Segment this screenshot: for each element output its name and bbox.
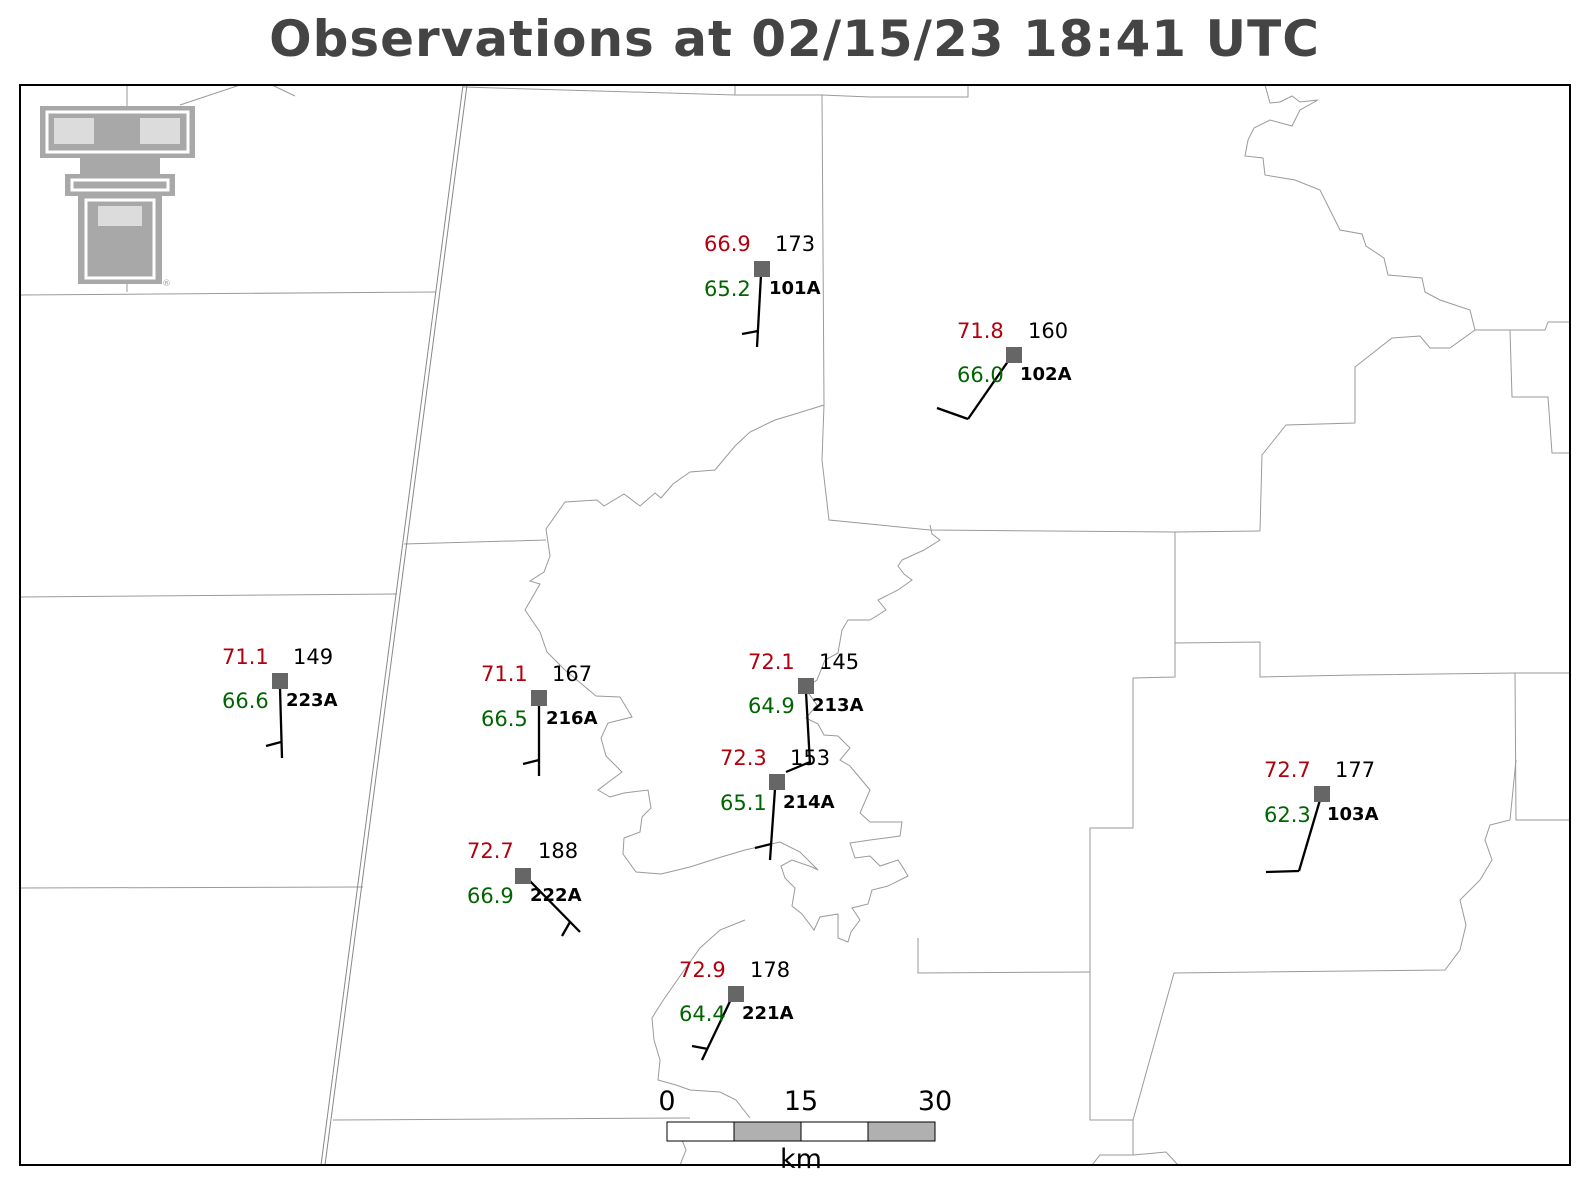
logo-registered-mark: ®: [162, 279, 171, 289]
station-plot-102A: 71.8 160 66.0 102A: [936, 319, 1072, 421]
station-pressure-213A: 145: [819, 650, 859, 674]
station-dewpoint-216A: 66.5: [481, 707, 528, 731]
wind-barb-216A: [522, 705, 541, 776]
scale-label-0: 0: [658, 1086, 675, 1117]
station-pressure-103A: 177: [1335, 758, 1375, 782]
station-pressure-102A: 160: [1028, 319, 1068, 343]
station-plot-222A: 72.7 188 66.9 222A: [467, 839, 582, 937]
station-temp-221A: 72.9: [679, 958, 726, 982]
station-temp-102A: 71.8: [957, 319, 1004, 343]
scale-segment-1: [666, 1121, 735, 1142]
station-id-213A: 213A: [812, 695, 864, 716]
station-id-101A: 101A: [769, 278, 821, 299]
station-marker-101A: [754, 261, 770, 277]
station-plot-221A: 72.9 178 64.4 221A: [679, 958, 794, 1061]
wind-barb-213A: [785, 691, 812, 774]
station-pressure-216A: 167: [552, 662, 592, 686]
station-id-102A: 102A: [1020, 364, 1072, 385]
map-frame: [19, 84, 1571, 1166]
scale-label-30: 30: [918, 1086, 952, 1117]
station-temp-216A: 71.1: [481, 662, 528, 686]
station-pressure-214A: 153: [790, 746, 830, 770]
station-dewpoint-222A: 66.9: [467, 884, 514, 908]
station-id-222A: 222A: [530, 885, 582, 906]
station-plot-101A: 66.9 173 65.2 101A: [704, 232, 821, 348]
scale-label-15: 15: [784, 1086, 818, 1117]
scale-unit: km: [780, 1144, 822, 1175]
double-t-logo-icon: ®: [40, 106, 195, 289]
station-marker-103A: [1314, 786, 1330, 802]
wind-barb-101A: [741, 274, 763, 348]
station-pressure-101A: 173: [775, 232, 815, 256]
wind-barb-102A: [936, 356, 1012, 421]
station-dewpoint-221A: 64.4: [679, 1002, 726, 1026]
wind-barb-221A: [691, 992, 736, 1061]
scale-segment-2: [733, 1121, 802, 1142]
scale-segment-3: [800, 1121, 869, 1142]
station-marker-223A: [272, 673, 288, 689]
wind-barb-223A: [265, 687, 284, 759]
station-id-221A: 221A: [742, 1003, 794, 1024]
station-plot-223A: 71.1 149 66.6 223A: [222, 645, 338, 759]
station-marker-102A: [1006, 347, 1022, 363]
scale-segment-4: [867, 1121, 936, 1142]
station-marker-222A: [515, 868, 531, 884]
map-title: Observations at 02/15/23 18:41 UTC: [269, 10, 1320, 68]
station-dewpoint-103A: 62.3: [1264, 803, 1311, 827]
station-dewpoint-223A: 66.6: [222, 689, 269, 713]
scale-bar: 0 15 30 km: [658, 1086, 952, 1175]
wind-barb-103A: [1265, 799, 1322, 874]
wind-barb-222A: [525, 876, 581, 937]
station-id-214A: 214A: [783, 792, 835, 813]
station-dewpoint-214A: 65.1: [720, 791, 767, 815]
station-dewpoint-102A: 66.0: [957, 363, 1004, 387]
station-marker-213A: [798, 678, 814, 694]
station-pressure-221A: 178: [750, 958, 790, 982]
station-id-216A: 216A: [546, 708, 598, 729]
station-plot-103A: 72.7 177 62.3 103A: [1264, 758, 1379, 874]
station-dewpoint-101A: 65.2: [704, 277, 751, 301]
station-marker-221A: [728, 986, 744, 1002]
station-temp-223A: 71.1: [222, 645, 269, 669]
station-temp-103A: 72.7: [1264, 758, 1311, 782]
station-plots: 66.9 173 65.2 101A 71.8 160 66.0 102A 71…: [222, 232, 1379, 1061]
station-temp-214A: 72.3: [720, 746, 767, 770]
station-plot-213A: 72.1 145 64.9 213A: [748, 650, 864, 774]
station-plot-216A: 71.1 167 66.5 216A: [481, 662, 598, 776]
station-id-223A: 223A: [286, 690, 338, 711]
station-pressure-223A: 149: [293, 645, 333, 669]
station-plot-214A: 72.3 153 65.1 214A: [720, 746, 835, 861]
station-temp-101A: 66.9: [704, 232, 751, 256]
station-id-103A: 103A: [1327, 804, 1379, 825]
station-temp-213A: 72.1: [748, 650, 795, 674]
state-boundary: [320, 84, 468, 1166]
station-pressure-222A: 188: [538, 839, 578, 863]
wind-barb-214A: [754, 788, 777, 861]
station-marker-214A: [769, 774, 785, 790]
station-marker-216A: [531, 690, 547, 706]
station-dewpoint-213A: 64.9: [748, 694, 795, 718]
station-temp-222A: 72.7: [467, 839, 514, 863]
